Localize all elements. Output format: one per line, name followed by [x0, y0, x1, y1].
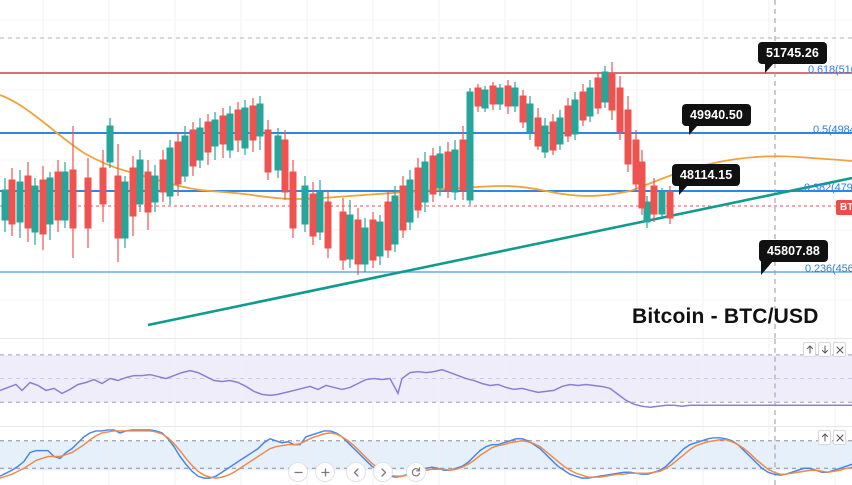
- arrow-up-icon: [806, 345, 813, 354]
- stochastic-close-button[interactable]: [833, 430, 846, 445]
- stochastic-band: [0, 440, 852, 471]
- stochastic-vertical-gridlines: [42, 427, 836, 485]
- candlestick-series: [1, 62, 674, 275]
- arrow-down-icon: [821, 345, 828, 354]
- price-callout-support-1: 48114.15: [672, 164, 741, 195]
- rsi-move-up-button[interactable]: [803, 342, 816, 357]
- callout-tail: [765, 63, 774, 73]
- fib-label-618: 0.618(5169: [808, 64, 852, 76]
- moving-average-line-right: [629, 155, 852, 192]
- btc-price-badge[interactable]: BTC: [836, 200, 852, 215]
- zoom-in-button[interactable]: [315, 462, 335, 482]
- rsi-close-button[interactable]: [833, 342, 846, 357]
- price-callout-value: 51745.26: [766, 46, 819, 60]
- reset-chart-button[interactable]: [406, 462, 426, 482]
- plus-icon: [320, 467, 330, 477]
- stochastic-canvas[interactable]: [0, 427, 852, 485]
- rsi-vertical-gridlines: [42, 339, 836, 426]
- rsi-move-down-button[interactable]: [818, 342, 831, 357]
- rsi-indicator-panel[interactable]: [0, 338, 852, 426]
- chevron-left-icon: [353, 467, 359, 477]
- stochastic-k-line: [0, 429, 852, 479]
- callout-tail: [689, 125, 698, 135]
- scroll-left-button[interactable]: [346, 462, 366, 482]
- stochastic-pane-controls[interactable]: [818, 430, 846, 445]
- chevron-right-icon: [380, 467, 386, 477]
- rsi-line: [0, 368, 852, 408]
- stochastic-d-line: [0, 430, 852, 479]
- price-callout-support-2: 45807.88: [759, 240, 828, 275]
- reset-icon: [411, 467, 420, 477]
- callout-tail: [761, 261, 773, 275]
- rsi-pane-controls[interactable]: [803, 342, 846, 357]
- scroll-right-button[interactable]: [373, 462, 393, 482]
- fib-label-236: 0.236(4569: [805, 263, 852, 275]
- arrow-up-icon: [821, 433, 828, 442]
- close-icon: [835, 345, 844, 354]
- moving-average-line: [0, 94, 631, 200]
- price-chart-panel[interactable]: 51745.26 49940.50 48114.15 45807.88 0.61…: [0, 0, 852, 338]
- chart-navigation-toolbar[interactable]: [288, 462, 426, 482]
- price-chart-canvas[interactable]: [0, 0, 852, 338]
- price-callout-resistance-2: 49940.50: [682, 104, 751, 135]
- stochastic-indicator-panel[interactable]: [0, 426, 852, 485]
- chart-title-watermark: Bitcoin - BTC/USD: [632, 305, 819, 328]
- ascending-trendline: [147, 176, 852, 327]
- price-callout-resistance-1: 51745.26: [758, 42, 827, 73]
- horizontal-gridlines: [0, 19, 852, 301]
- price-callout-value: 45807.88: [767, 244, 820, 258]
- fib-label-382: 0.382(4798: [804, 182, 852, 194]
- callout-tail: [679, 185, 688, 195]
- stochastic-move-up-button[interactable]: [818, 430, 831, 445]
- price-callout-value: 48114.15: [680, 168, 733, 182]
- close-icon: [835, 433, 844, 442]
- rsi-canvas[interactable]: [0, 339, 852, 426]
- minus-icon: [293, 471, 303, 473]
- fib-label-500: 0.5(4984: [813, 124, 852, 136]
- price-callout-value: 49940.50: [690, 108, 743, 122]
- zoom-out-button[interactable]: [288, 462, 308, 482]
